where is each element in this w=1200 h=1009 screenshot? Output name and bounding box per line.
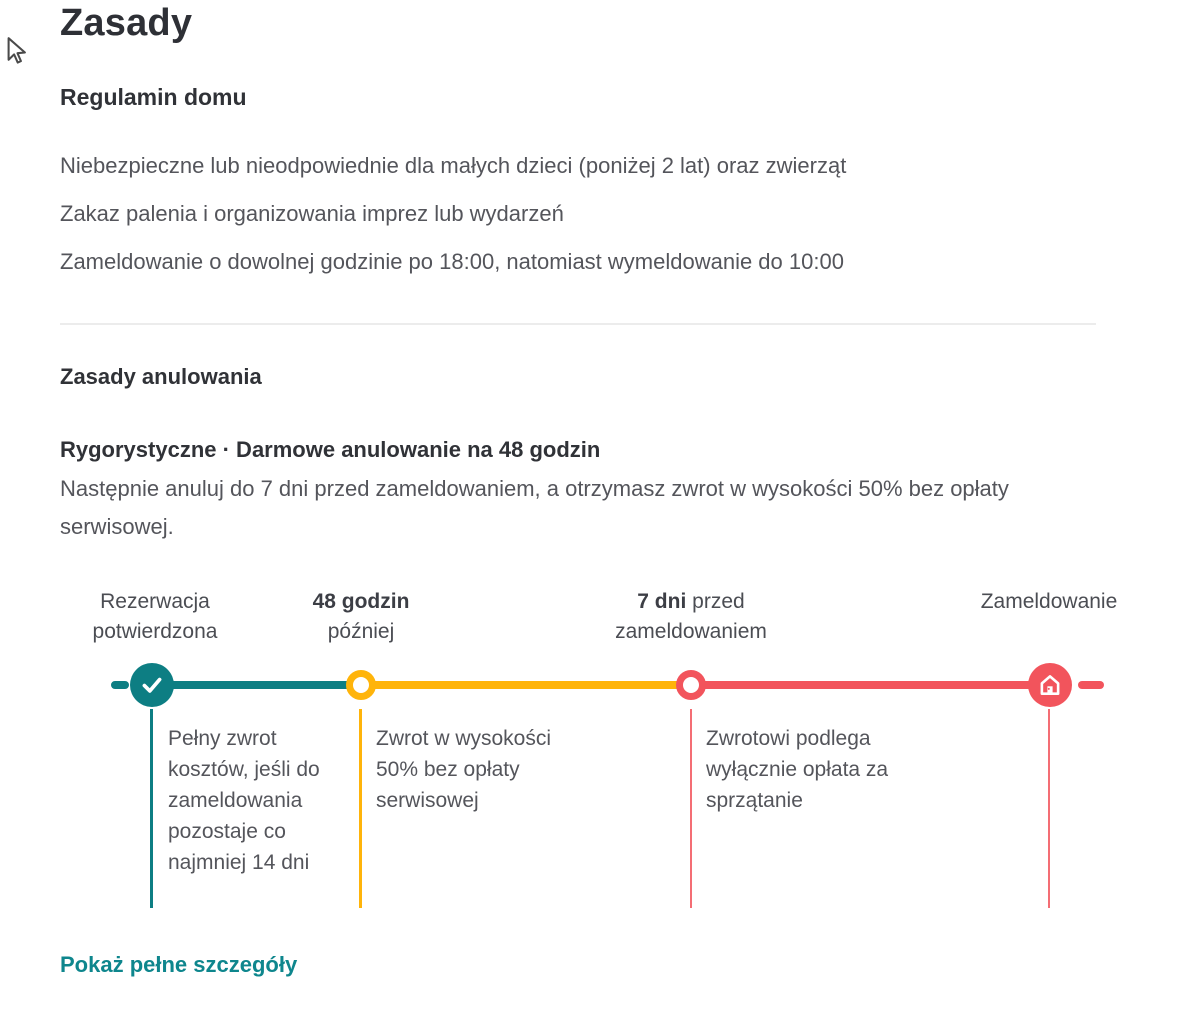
page-title: Zasady bbox=[60, 2, 193, 44]
timeline-description-full-refund: Pełny zwrot kosztów, jeśli do zameldowan… bbox=[168, 727, 320, 874]
timeline-label-7-days: 7 dni przed zameldowaniem bbox=[571, 587, 811, 647]
timeline-segment-cleaning-only bbox=[691, 681, 1050, 689]
house-rules-list: Niebezpieczne lub nieodpowiednie dla mał… bbox=[60, 142, 846, 286]
timeline-start-dash bbox=[111, 681, 129, 689]
cancellation-timeline: Rezerwacja potwierdzona 48 godzin późnie… bbox=[0, 575, 1200, 920]
mouse-cursor-icon bbox=[5, 36, 29, 73]
timeline-connector bbox=[150, 709, 153, 908]
timeline-segment-full-refund bbox=[152, 681, 361, 689]
ring-marker-7-days bbox=[676, 670, 706, 700]
cancellation-heading: Zasady anulowania bbox=[60, 364, 262, 389]
house-icon bbox=[1028, 663, 1072, 707]
section-divider bbox=[60, 323, 1096, 325]
timeline-end-dash bbox=[1078, 681, 1104, 689]
timeline-connector bbox=[1048, 709, 1050, 908]
timeline-label-text: potwierdzona bbox=[92, 620, 218, 643]
ring-marker-48-hours bbox=[346, 670, 376, 700]
timeline-label-48-hours: 48 godzin później bbox=[261, 587, 461, 647]
house-rule: Zakaz palenia i organizowania imprez lub… bbox=[60, 201, 564, 226]
cancellation-policy-description: Następnie anuluj do 7 dni przed zameldow… bbox=[60, 476, 1009, 539]
house-rules-heading: Regulamin domu bbox=[60, 84, 247, 110]
show-full-details-link[interactable]: Pokaż pełne szczegóły bbox=[60, 952, 298, 977]
timeline-label-text: zameldowaniem bbox=[615, 620, 767, 643]
timeline-label-text: później bbox=[327, 620, 395, 643]
timeline-connector bbox=[359, 709, 362, 908]
timeline-label-text-bold: 7 dni bbox=[637, 590, 687, 613]
timeline-label-text-bold: 48 godzin bbox=[312, 590, 410, 613]
timeline-segment-half-refund bbox=[361, 681, 691, 689]
cancellation-policy-title: Rygorystyczne · Darmowe anulowanie na 48… bbox=[60, 437, 601, 462]
timeline-description-cleaning-only: Zwrotowi podlega wyłącznie opłata za spr… bbox=[706, 727, 889, 812]
timeline-connector bbox=[690, 709, 692, 908]
house-rule: Zameldowanie o dowolnej godzinie po 18:0… bbox=[60, 249, 844, 274]
timeline-label-text: przed bbox=[692, 590, 745, 613]
timeline-label-text: Rezerwacja bbox=[100, 590, 210, 613]
timeline-label-checkin: Zameldowanie bbox=[929, 587, 1169, 617]
timeline-label-text: Zameldowanie bbox=[980, 590, 1118, 613]
timeline-description-half-refund: Zwrot w wysokości 50% bez opłaty serwiso… bbox=[376, 727, 552, 812]
timeline-label-booking-confirmed: Rezerwacja potwierdzona bbox=[55, 587, 255, 647]
house-rule: Niebezpieczne lub nieodpowiednie dla mał… bbox=[60, 153, 847, 178]
check-icon bbox=[130, 663, 174, 707]
